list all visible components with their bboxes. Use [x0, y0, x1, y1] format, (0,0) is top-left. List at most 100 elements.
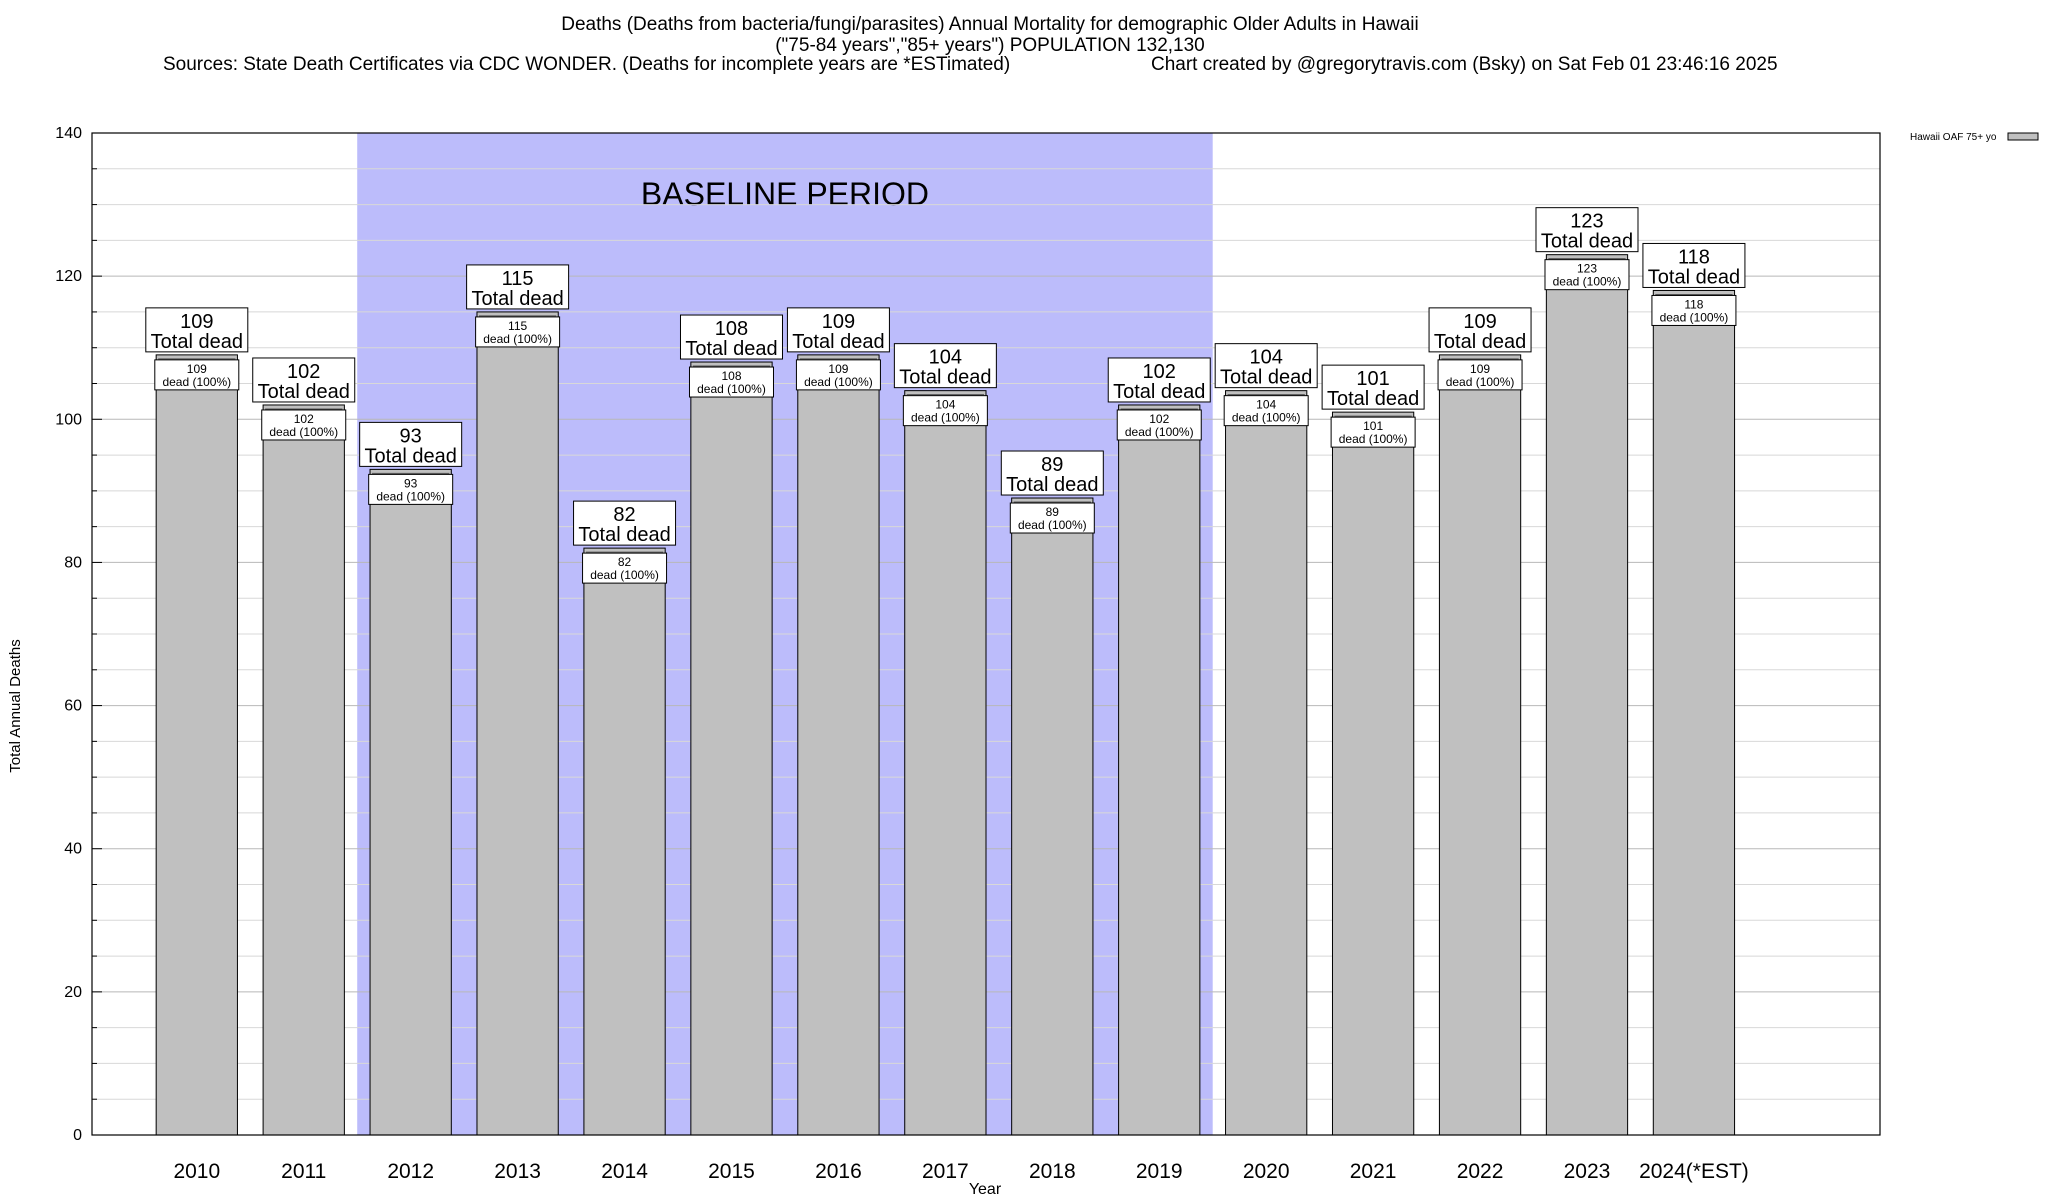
total-label-box: [893, 343, 997, 389]
inner-value-label: 118: [1684, 297, 1703, 311]
inner-label-box: [1544, 259, 1630, 291]
inner-value-label: 123: [1577, 262, 1597, 276]
chart-title-block: Deaths (Deaths from bacteria/fungi/paras…: [0, 14, 1980, 56]
x-tick-label: 2020: [1243, 1160, 1290, 1183]
inner-percent-label: dead (100%): [911, 411, 980, 425]
chart-title: Deaths (Deaths from bacteria/fungi/paras…: [561, 14, 1419, 35]
bar: [1011, 497, 1094, 1136]
bar: [1225, 390, 1308, 1136]
inner-value-label: 104: [1256, 398, 1276, 412]
total-text-label: Total dead: [258, 381, 350, 403]
total-label-box: [466, 264, 570, 310]
inner-label-box: [368, 473, 454, 505]
y-tick-label: 20: [64, 984, 82, 1001]
x-tick-label: 2015: [708, 1160, 755, 1183]
total-text-label: Total dead: [578, 524, 670, 546]
inner-value-label: 109: [187, 362, 207, 376]
total-text-label: Total dead: [1220, 367, 1312, 389]
y-tick-label: 0: [73, 1127, 82, 1144]
x-tick-label: 2019: [1136, 1160, 1183, 1183]
total-label-box: [1321, 364, 1425, 410]
inner-label-box: [902, 395, 988, 427]
inner-value-label: 102: [1149, 412, 1169, 426]
inner-value-label: 101: [1363, 419, 1383, 433]
x-tick-label: 2016: [815, 1160, 862, 1183]
plot-frame: [91, 132, 1881, 1136]
total-text-label: Total dead: [1327, 388, 1419, 410]
total-value-label: 101: [1356, 368, 1389, 390]
x-tick-label: 2010: [173, 1160, 220, 1183]
bar: [1545, 254, 1629, 1136]
total-text-label: Total dead: [1006, 474, 1098, 496]
total-value-label: 102: [1143, 361, 1176, 383]
inner-label-box: [1651, 294, 1737, 326]
inner-value-label: 93: [404, 476, 418, 490]
inner-percent-label: dead (100%): [804, 375, 873, 389]
inner-percent-label: dead (100%): [269, 425, 338, 439]
total-text-label: Total dead: [151, 331, 243, 353]
inner-percent-label: dead (100%): [590, 568, 659, 582]
y-tick-label: 60: [64, 698, 82, 715]
total-value-label: 82: [613, 504, 635, 526]
inner-percent-label: dead (100%): [483, 332, 552, 346]
bar: [155, 354, 238, 1136]
total-text-label: Total dead: [899, 367, 991, 389]
inner-percent-label: dead (100%): [376, 489, 445, 503]
total-value-label: 102: [287, 361, 320, 383]
x-tick-label: 2022: [1457, 1160, 1504, 1183]
total-value-label: 108: [715, 318, 748, 340]
inner-percent-label: dead (100%): [1232, 411, 1301, 425]
inner-label-box: [582, 552, 668, 584]
inner-percent-label: dead (100%): [1446, 375, 1515, 389]
total-value-label: 115: [502, 268, 534, 290]
total-text-label: Total dead: [1648, 266, 1740, 288]
inner-label-box: [261, 409, 347, 441]
bar: [904, 390, 987, 1136]
total-text-label: Total dead: [792, 331, 884, 353]
inner-value-label: 82: [618, 555, 632, 569]
total-value-label: 109: [822, 311, 855, 333]
y-tick-label: 100: [55, 411, 82, 428]
inner-label-box: [1116, 409, 1202, 441]
total-text-label: Total dead: [685, 338, 777, 360]
total-label-box: [1428, 307, 1532, 353]
inner-label-box: [1437, 359, 1523, 391]
x-tick-label: 2017: [922, 1160, 969, 1183]
inner-percent-label: dead (100%): [1553, 275, 1622, 289]
x-tick-label: 2012: [387, 1160, 434, 1183]
bar: [583, 547, 666, 1136]
inner-percent-label: dead (100%): [1125, 425, 1194, 439]
total-label-box: [1107, 357, 1211, 403]
total-value-label: 93: [400, 425, 422, 447]
chart-subtitle: ("75-84 years","85+ years") POPULATION 1…: [775, 35, 1205, 56]
inner-percent-label: dead (100%): [1660, 310, 1729, 324]
total-text-label: Total dead: [1541, 231, 1633, 253]
bar: [262, 404, 345, 1136]
total-value-label: 104: [929, 347, 962, 369]
total-label-box: [359, 421, 463, 467]
x-tick-label: 2021: [1350, 1160, 1397, 1183]
total-label-box: [252, 357, 356, 403]
total-label-box: [1642, 242, 1746, 288]
inner-value-label: 108: [721, 369, 741, 383]
total-text-label: Total dead: [1434, 331, 1526, 353]
bar: [1438, 354, 1522, 1136]
inner-value-label: 109: [828, 362, 848, 376]
total-value-label: 123: [1570, 211, 1603, 233]
bar: [476, 311, 559, 1136]
x-tick-label: 2013: [494, 1160, 541, 1183]
total-label-box: [786, 307, 890, 353]
total-value-label: 89: [1041, 454, 1063, 476]
total-text-label: Total dead: [471, 288, 563, 310]
inner-value-label: 109: [1470, 362, 1490, 376]
baseline-period-label: BASELINE PERIOD: [641, 176, 929, 212]
inner-label-box: [795, 359, 881, 391]
total-text-label: Total dead: [1113, 381, 1205, 403]
legend-swatch: [2007, 132, 2039, 141]
y-tick-label: 40: [64, 841, 82, 858]
total-value-label: 104: [1249, 347, 1282, 369]
x-tick-label: 2018: [1029, 1160, 1076, 1183]
y-tick-label: 140: [55, 125, 82, 142]
inner-percent-label: dead (100%): [697, 382, 766, 396]
y-axis-label: Total Annual Deaths: [7, 639, 24, 772]
